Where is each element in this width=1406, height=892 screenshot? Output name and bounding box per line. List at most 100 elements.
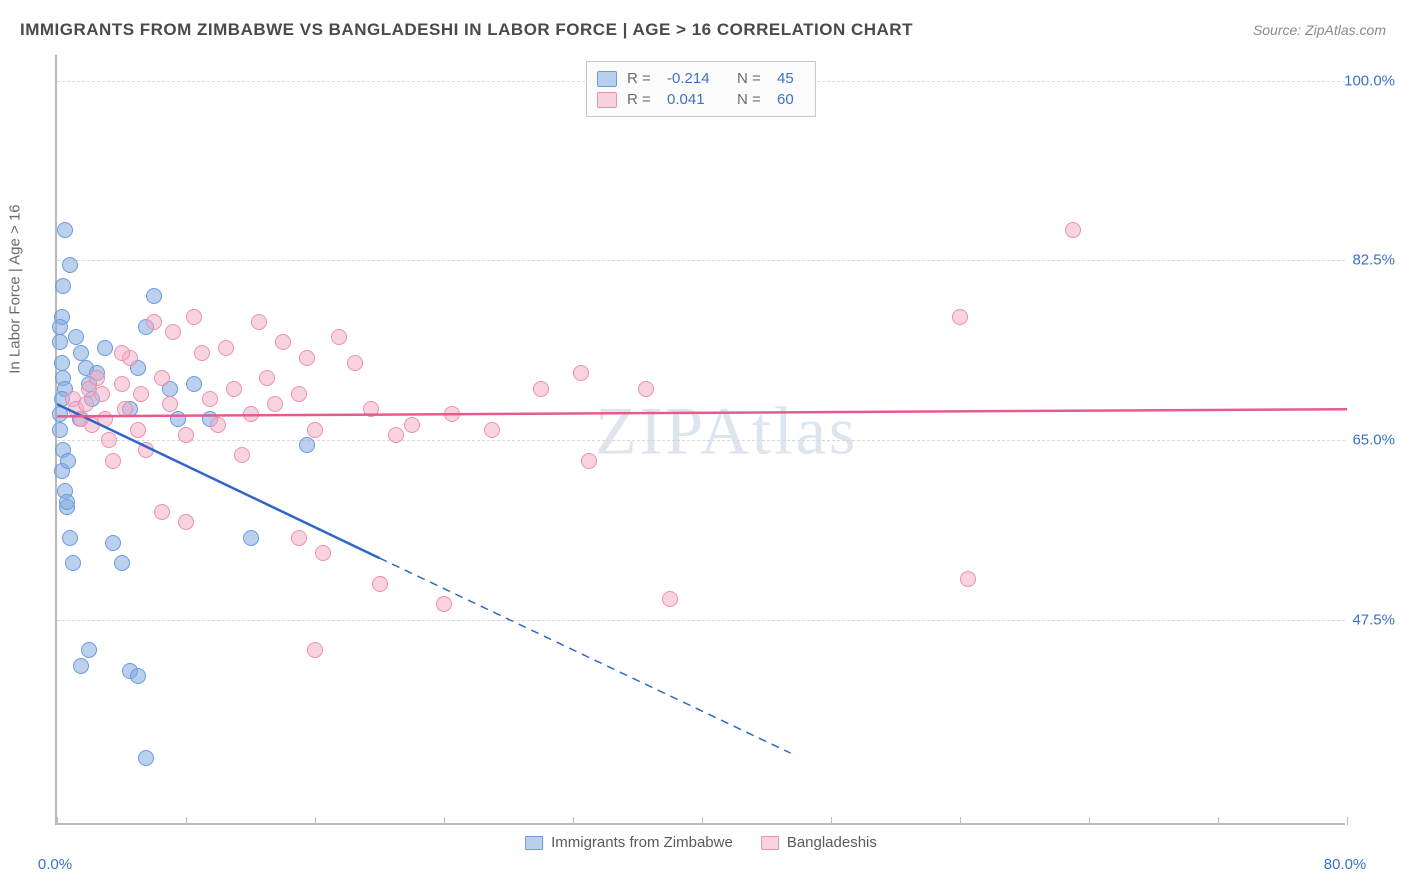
data-point xyxy=(388,427,404,443)
data-point xyxy=(178,514,194,530)
y-tick-label: 65.0% xyxy=(1335,432,1395,449)
data-point xyxy=(62,530,78,546)
data-point xyxy=(165,324,181,340)
data-point xyxy=(146,288,162,304)
x-tick xyxy=(57,817,58,825)
data-point xyxy=(138,442,154,458)
data-point xyxy=(307,642,323,658)
x-tick xyxy=(1347,817,1348,825)
x-tick xyxy=(1089,817,1090,825)
data-point xyxy=(97,340,113,356)
legend-item: Bangladeshis xyxy=(761,834,877,851)
data-point xyxy=(436,596,452,612)
legend-n-label: N = xyxy=(737,70,767,87)
data-point xyxy=(291,386,307,402)
data-point xyxy=(243,530,259,546)
data-point xyxy=(162,396,178,412)
data-point xyxy=(363,401,379,417)
x-tick xyxy=(702,817,703,825)
data-point xyxy=(52,422,68,438)
data-point xyxy=(117,401,133,417)
data-point xyxy=(81,642,97,658)
data-point xyxy=(60,453,76,469)
data-point xyxy=(291,530,307,546)
data-point xyxy=(275,334,291,350)
data-point xyxy=(97,411,113,427)
data-point xyxy=(234,447,250,463)
data-point xyxy=(133,386,149,402)
legend-row: R = 0.041 N = 60 xyxy=(597,89,805,110)
data-point xyxy=(178,427,194,443)
legend-swatch-0 xyxy=(597,71,617,87)
data-point xyxy=(638,381,654,397)
data-point xyxy=(55,278,71,294)
x-tick xyxy=(573,817,574,825)
data-point xyxy=(251,314,267,330)
data-point xyxy=(960,571,976,587)
data-point xyxy=(114,345,130,361)
x-tick xyxy=(186,817,187,825)
watermark-zip: ZIP xyxy=(595,393,700,469)
data-point xyxy=(581,453,597,469)
legend-n-value: 45 xyxy=(777,70,805,87)
data-point xyxy=(114,555,130,571)
x-tick xyxy=(831,817,832,825)
data-point xyxy=(101,432,117,448)
data-point xyxy=(130,668,146,684)
data-point xyxy=(347,355,363,371)
data-point xyxy=(186,309,202,325)
legend-r-label: R = xyxy=(627,91,657,108)
legend-r-value: -0.214 xyxy=(667,70,727,87)
data-point xyxy=(130,422,146,438)
data-point xyxy=(952,309,968,325)
data-point xyxy=(444,406,460,422)
data-point xyxy=(52,319,68,335)
data-point xyxy=(1065,222,1081,238)
data-point xyxy=(94,386,110,402)
legend-swatch-bottom-0 xyxy=(525,836,543,850)
data-point xyxy=(299,350,315,366)
data-point xyxy=(52,406,68,422)
data-point xyxy=(202,391,218,407)
legend-series-label: Immigrants from Zimbabwe xyxy=(551,834,733,851)
data-point xyxy=(105,453,121,469)
legend-correlation: R = -0.214 N = 45 R = 0.041 N = 60 xyxy=(586,61,816,117)
legend-r-label: R = xyxy=(627,70,657,87)
y-tick-label: 82.5% xyxy=(1335,252,1395,269)
data-point xyxy=(259,370,275,386)
data-point xyxy=(154,370,170,386)
x-tick xyxy=(1218,817,1219,825)
data-point xyxy=(68,329,84,345)
legend-swatch-bottom-1 xyxy=(761,836,779,850)
x-tick xyxy=(960,817,961,825)
y-axis-title: In Labor Force | Age > 16 xyxy=(7,204,24,373)
data-point xyxy=(65,555,81,571)
data-point xyxy=(404,417,420,433)
title-bar: IMMIGRANTS FROM ZIMBABWE VS BANGLADESHI … xyxy=(20,20,1386,40)
data-point xyxy=(105,535,121,551)
page-title: IMMIGRANTS FROM ZIMBABWE VS BANGLADESHI … xyxy=(20,20,913,40)
data-point xyxy=(267,396,283,412)
legend-item: Immigrants from Zimbabwe xyxy=(525,834,733,851)
x-label-left: 0.0% xyxy=(38,856,72,873)
data-point xyxy=(484,422,500,438)
data-point xyxy=(170,411,186,427)
data-point xyxy=(52,334,68,350)
data-point xyxy=(138,750,154,766)
source-label: Source: ZipAtlas.com xyxy=(1253,22,1386,38)
plot-area: ZIPAtlas R = -0.214 N = 45 R = 0.041 N =… xyxy=(55,55,1345,825)
watermark: ZIPAtlas xyxy=(595,392,858,471)
legend-series-label: Bangladeshis xyxy=(787,834,877,851)
gridline xyxy=(57,440,1345,441)
legend-n-label: N = xyxy=(737,91,767,108)
data-point xyxy=(89,370,105,386)
data-point xyxy=(73,345,89,361)
data-point xyxy=(243,406,259,422)
data-point xyxy=(533,381,549,397)
y-tick-label: 100.0% xyxy=(1335,72,1395,89)
legend-n-value: 60 xyxy=(777,91,805,108)
data-point xyxy=(73,658,89,674)
data-point xyxy=(218,340,234,356)
data-point xyxy=(315,545,331,561)
gridline xyxy=(57,260,1345,261)
